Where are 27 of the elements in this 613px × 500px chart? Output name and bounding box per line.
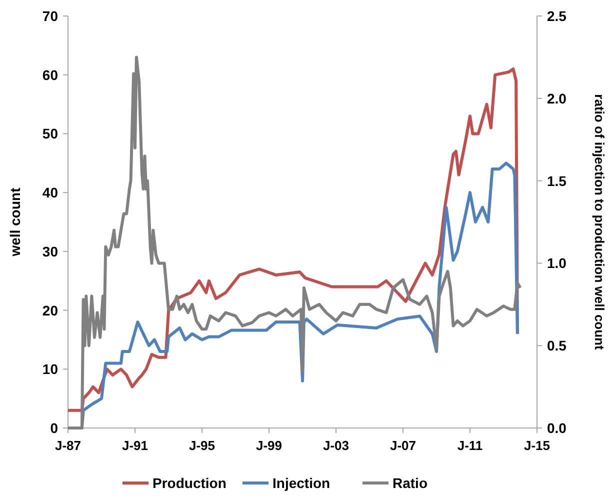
legend-label: Production [152, 475, 226, 491]
x-tick-label: J-11 [457, 438, 483, 453]
x-tick-label: J-15 [524, 438, 550, 453]
y2-tick-label: 1.5 [547, 172, 567, 189]
y-tick-label: 60 [42, 66, 58, 83]
x-tick-label: J-03 [322, 438, 350, 453]
x-tick-label: J-91 [122, 438, 148, 453]
x-tick-label: J-07 [390, 438, 416, 453]
legend-label: Injection [272, 475, 330, 491]
legend-label: Ratio [392, 475, 428, 491]
y2-tick-label: 0.5 [547, 338, 567, 354]
y2-axis-title: ratio of injection to production well count [592, 94, 607, 350]
x-tick-label: J-87 [54, 438, 82, 453]
y-tick-label: 20 [42, 302, 58, 318]
y-axis-title: well count [7, 187, 23, 258]
x-tick-label: J-99 [256, 438, 282, 453]
x-tick-label: J-95 [188, 438, 216, 453]
y-tick-label: 0 [50, 420, 58, 436]
y2-tick-label: 2.5 [547, 8, 567, 24]
y-tick-label: 30 [42, 243, 58, 260]
y2-tick-label: 2.0 [547, 90, 567, 106]
y-tick-label: 50 [42, 126, 58, 142]
y-tick-label: 70 [42, 8, 58, 24]
y-tick-label: 10 [42, 361, 58, 378]
y2-tick-label: 1.0 [547, 255, 567, 272]
y-tick-label: 40 [42, 184, 58, 201]
y2-tick-label: 0.0 [547, 420, 567, 436]
